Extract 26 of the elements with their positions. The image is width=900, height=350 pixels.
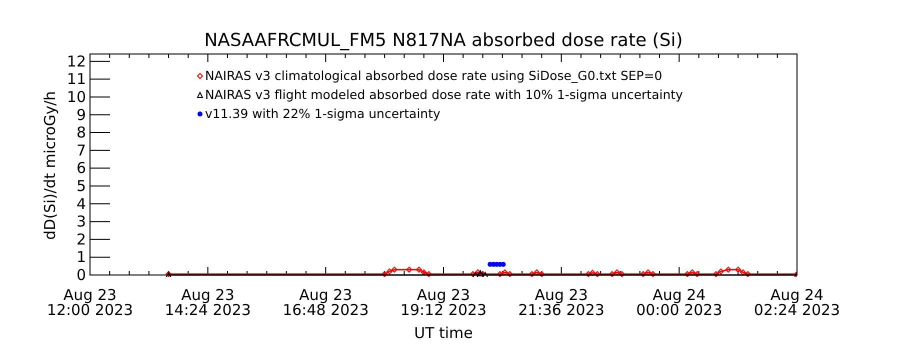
x-tick-label: Aug 24 02:24 2023 xyxy=(754,286,840,319)
x-tick-label: Aug 23 14:24 2023 xyxy=(164,286,251,319)
y-tick-label: 8 xyxy=(76,124,86,142)
x-axis-title: UT time xyxy=(414,324,473,342)
y-tick-label: 4 xyxy=(76,194,86,213)
legend-label: v11.39 with 22% 1-sigma uncertainty xyxy=(205,106,442,121)
chart-title: NASAAFRCMUL_FM5 N817NA absorbed dose rate (Si) xyxy=(204,30,683,51)
y-tick-label: 2 xyxy=(76,230,86,248)
x-tick-label: Aug 23 19:12 2023 xyxy=(400,286,487,319)
y-tick-label: 12 xyxy=(66,52,86,70)
x-tick-label: Aug 23 16:48 2023 xyxy=(282,286,369,319)
y-tick-label: 9 xyxy=(76,106,86,124)
x-tick-label: Aug 24 00:00 2023 xyxy=(636,286,722,319)
y-tick-label: 5 xyxy=(76,176,86,195)
y-tick-label: 3 xyxy=(76,212,86,231)
y-tick-label: 0 xyxy=(76,266,86,284)
y-axis-title: dD(Si)/dt microGy/h xyxy=(41,91,59,240)
y-tick-label: 11 xyxy=(66,70,86,88)
x-tick-label: Aug 23 12:00 2023 xyxy=(46,286,134,319)
legend-label: NAIRAS v3 climatological absorbed dose rate using SiDose_G0.txt SEP=0 xyxy=(205,68,662,83)
legend-label: NAIRAS v3 flight modeled absorbed dose rate with 10% 1-sigma uncertainty xyxy=(205,87,684,102)
y-tick-label: 1 xyxy=(76,248,86,266)
x-tick-label: Aug 23 21:36 2023 xyxy=(518,286,604,319)
y-tick-label: 10 xyxy=(66,88,86,106)
y-tick-label: 6 xyxy=(76,159,86,178)
y-tick-label: 7 xyxy=(76,141,86,160)
